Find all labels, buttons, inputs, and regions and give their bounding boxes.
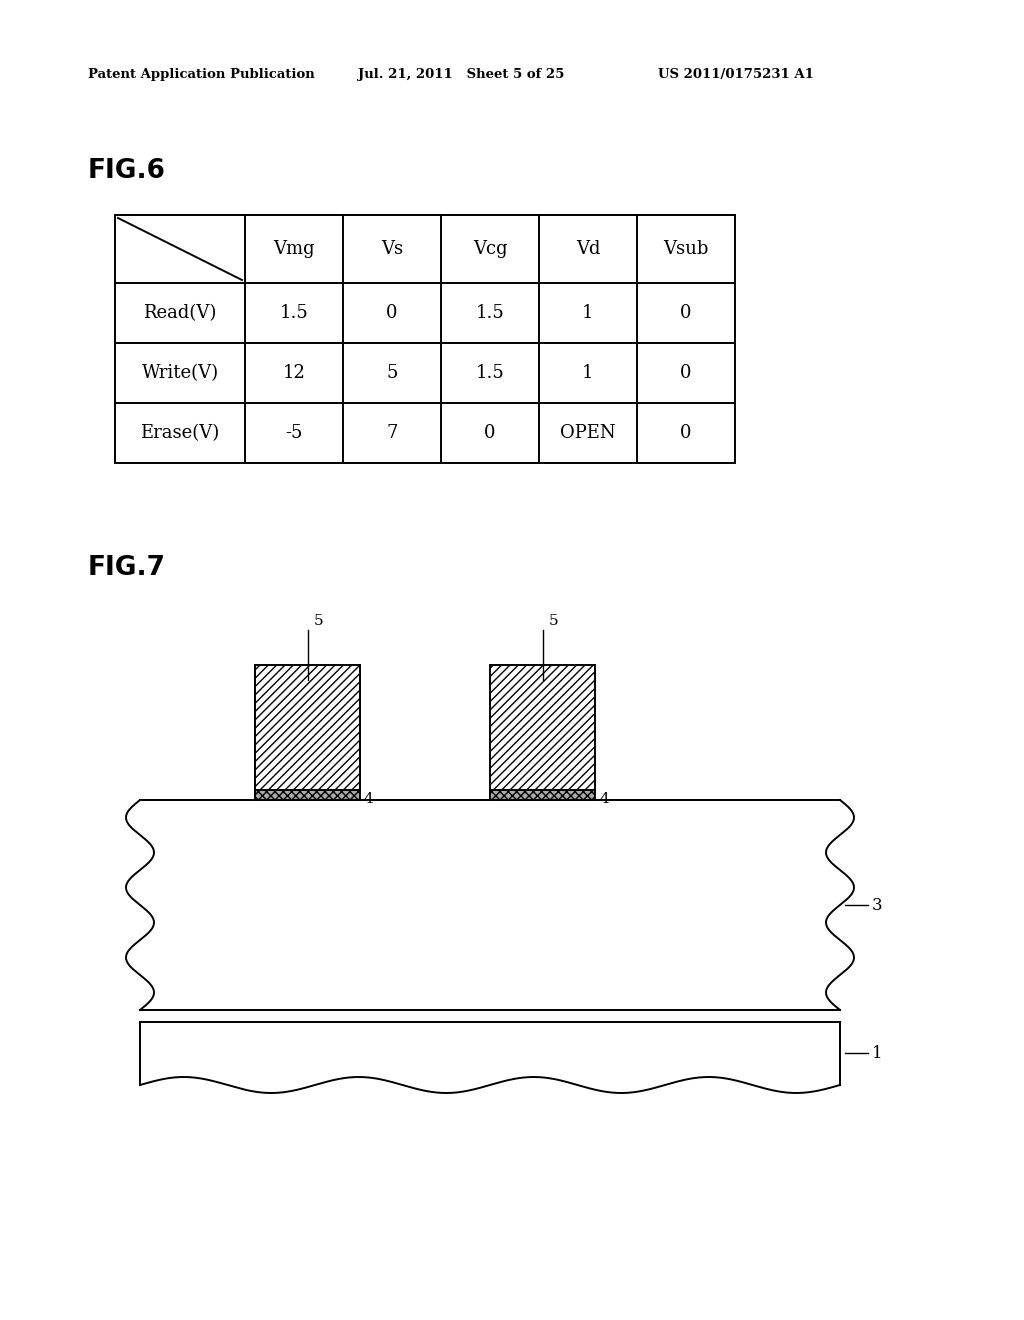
Text: FIG.6: FIG.6	[88, 158, 166, 183]
Text: -5: -5	[286, 424, 303, 442]
Text: 4: 4	[364, 792, 374, 807]
Text: 4: 4	[599, 792, 608, 807]
Bar	[255, 789, 360, 800]
Text: 1: 1	[872, 1044, 883, 1061]
Text: 7: 7	[386, 424, 397, 442]
Bar	[255, 665, 360, 789]
Bar	[115, 215, 735, 463]
Text: 5: 5	[313, 614, 324, 628]
Text: Vd: Vd	[575, 240, 600, 257]
Text: Read(V): Read(V)	[143, 304, 217, 322]
Text: 0: 0	[680, 364, 692, 381]
Text: 3: 3	[872, 896, 883, 913]
Text: 0: 0	[484, 424, 496, 442]
Text: Vcg: Vcg	[473, 240, 507, 257]
Text: FIG.7: FIG.7	[88, 554, 166, 581]
Text: Vsub: Vsub	[664, 240, 709, 257]
Text: 1.5: 1.5	[475, 304, 505, 322]
Text: 0: 0	[680, 304, 692, 322]
Text: Jul. 21, 2011   Sheet 5 of 25: Jul. 21, 2011 Sheet 5 of 25	[358, 69, 564, 81]
Text: 0: 0	[680, 424, 692, 442]
Text: 1.5: 1.5	[280, 304, 308, 322]
Bar	[490, 789, 595, 800]
Bar	[490, 665, 595, 789]
Text: 1: 1	[583, 364, 594, 381]
Text: OPEN: OPEN	[560, 424, 615, 442]
Text: 0: 0	[386, 304, 397, 322]
Text: 5: 5	[549, 614, 558, 628]
Text: 5: 5	[386, 364, 397, 381]
Text: Patent Application Publication: Patent Application Publication	[88, 69, 314, 81]
Text: US 2011/0175231 A1: US 2011/0175231 A1	[658, 69, 814, 81]
Text: Erase(V): Erase(V)	[140, 424, 219, 442]
Text: Vs: Vs	[381, 240, 403, 257]
Text: 1.5: 1.5	[475, 364, 505, 381]
Text: Write(V): Write(V)	[141, 364, 218, 381]
Text: Vmg: Vmg	[273, 240, 314, 257]
Text: 1: 1	[583, 304, 594, 322]
Text: 12: 12	[283, 364, 305, 381]
